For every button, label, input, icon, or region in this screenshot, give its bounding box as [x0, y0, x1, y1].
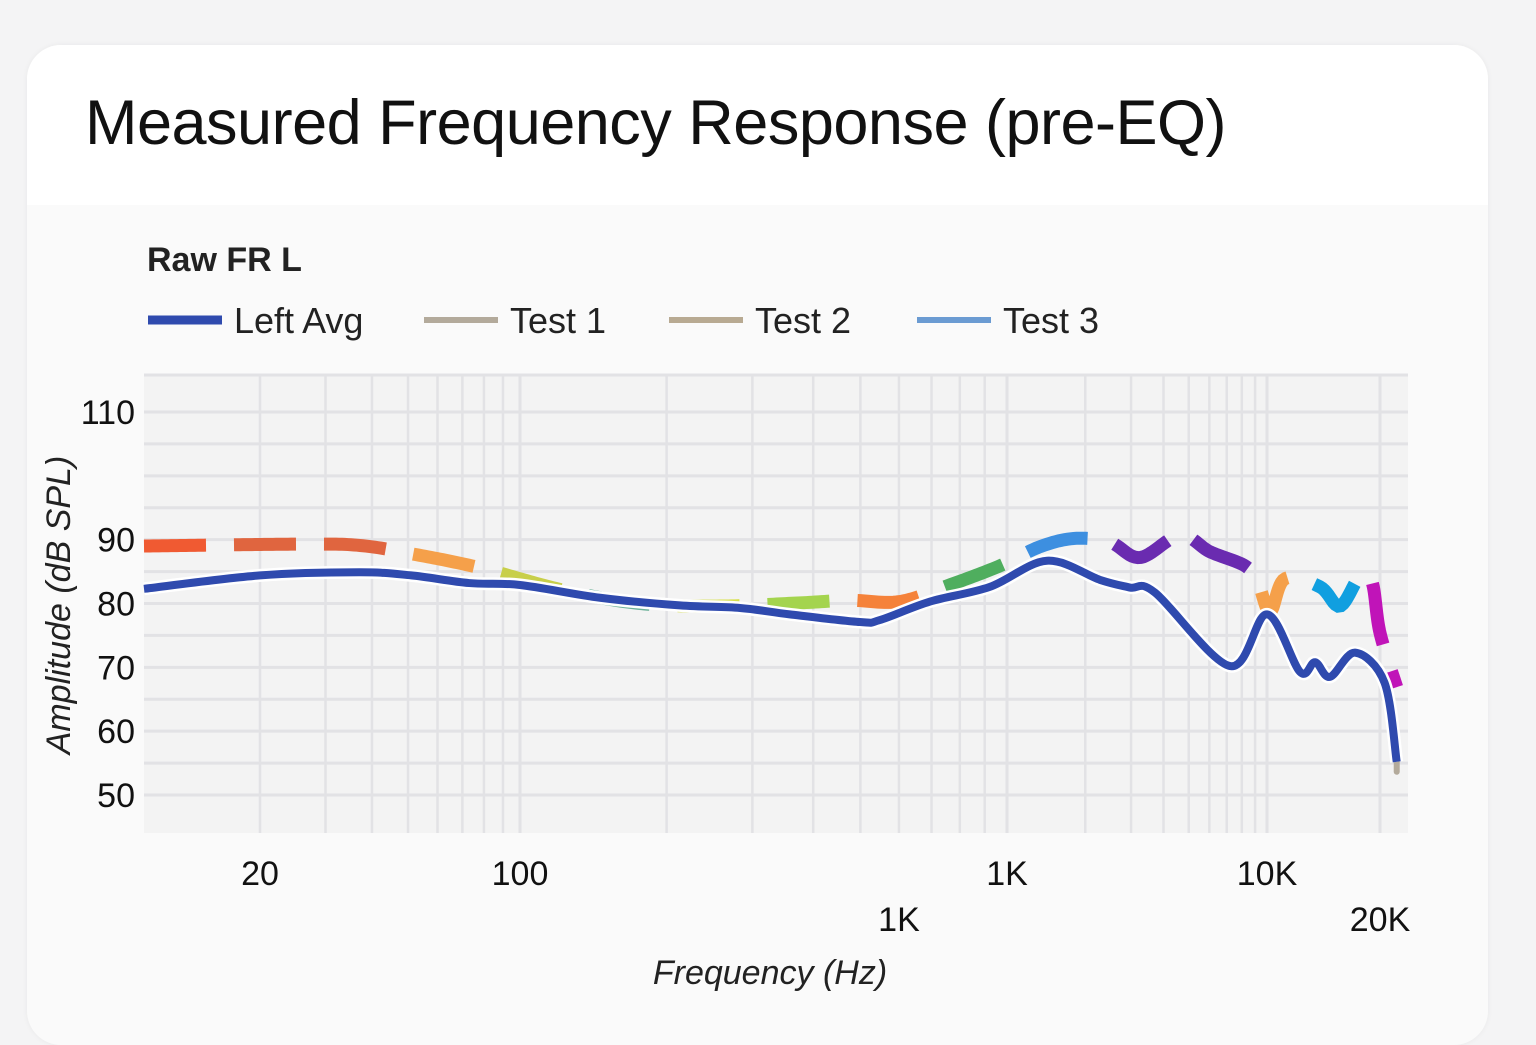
x-tick-label: 10K	[1237, 855, 1298, 893]
legend-label: Test 1	[510, 300, 606, 341]
legend-label: Left Avg	[234, 300, 363, 341]
legend-item: Test 1	[424, 300, 606, 341]
y-tick-label: 90	[97, 522, 135, 560]
x-axis-label: Frequency (Hz)	[653, 954, 887, 992]
legend-item: Left Avg	[148, 300, 363, 341]
frequency-response-chart: Raw FR L Left Avg Test 1 Test 2 Test 3 110 9…	[0, 0, 1536, 1024]
legend: Left Avg Test 1 Test 2 Test 3	[148, 300, 1099, 341]
y-tick-label: 50	[97, 777, 135, 815]
dashed-series-segment	[144, 545, 206, 546]
x-tick-label: 100	[492, 855, 549, 893]
legend-label: Test 2	[755, 300, 851, 341]
legend-label: Test 3	[1003, 300, 1099, 341]
legend-item: Test 2	[669, 300, 851, 341]
x-tick-label: 1K	[878, 901, 920, 939]
x-tick-label: 20K	[1350, 901, 1411, 939]
y-tick-label: 110	[81, 394, 135, 432]
x-tick-label: 1K	[986, 855, 1028, 893]
y-tick-label: 80	[97, 586, 135, 624]
y-axis-label: Amplitude (dB SPL)	[40, 456, 78, 757]
legend-item: Test 3	[917, 300, 1099, 341]
dashed-series-segment	[857, 597, 918, 603]
dashed-series-segment	[234, 544, 296, 545]
y-axis-ticks: 110 90 80 70 60 50	[81, 394, 135, 815]
x-axis-ticks: 20 100 1K 10K 1K 20K	[241, 855, 1410, 939]
x-tick-label: 20	[241, 855, 279, 893]
y-tick-label: 70	[97, 649, 135, 687]
dashed-series-segment	[768, 601, 830, 604]
chart-title: Raw FR L	[147, 241, 302, 279]
dashed-series-segment	[324, 544, 386, 549]
y-tick-label: 60	[97, 713, 135, 751]
dashed-series-segment	[1391, 671, 1396, 687]
